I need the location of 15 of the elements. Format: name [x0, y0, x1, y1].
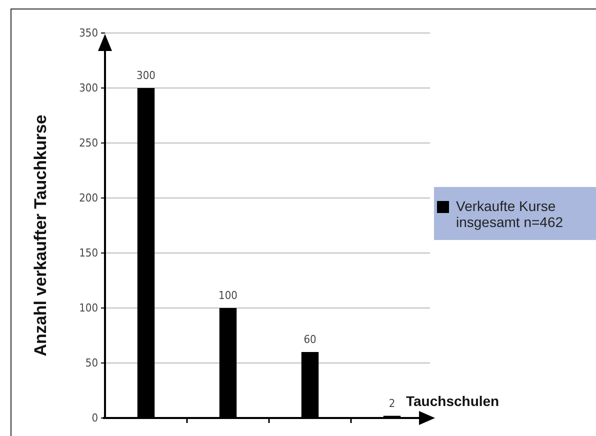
y-tick-label: 0 — [92, 412, 98, 425]
y-tick-label: 50 — [85, 356, 98, 370]
legend-label: Verkaufte Kurse insgesamt n=462 — [456, 198, 564, 230]
x-axis-title: Tauchschulen — [406, 393, 500, 409]
y-tick-label: 300 — [79, 82, 98, 95]
data-label: 300 — [136, 69, 156, 82]
y-tick-label: 250 — [79, 136, 98, 150]
data-label: 60 — [304, 333, 316, 346]
data-label: 100 — [218, 289, 238, 302]
data-label: 2 — [388, 396, 396, 410]
y-tick-label: 150 — [79, 246, 98, 260]
y-tick-label: 100 — [79, 302, 98, 315]
y-axis-title: Anzahl verkaufter Tauchkurse — [31, 114, 50, 356]
y-tick-label: 200 — [79, 192, 98, 205]
y-tick-label: 350 — [79, 26, 98, 40]
